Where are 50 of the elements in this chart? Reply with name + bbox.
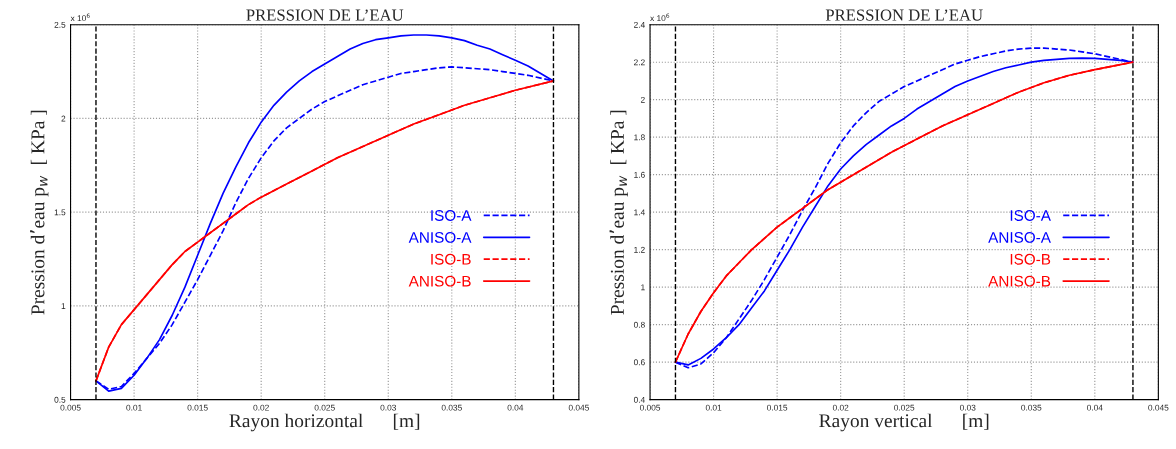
- y-tick-label: 1.2: [634, 246, 645, 253]
- y-axis-title: Pression d’eau p$_{w}$ [ KPa ]: [609, 110, 628, 315]
- x-tick-label: 0.015: [187, 404, 208, 411]
- x-tick-label: 0.04: [1087, 404, 1103, 411]
- x-tick-label: 0.025: [894, 404, 915, 411]
- x-axis-title: Rayon horizontal [m]: [229, 413, 420, 432]
- y-tick-label: 1.6: [634, 171, 645, 178]
- x-tick-label: 0.035: [1021, 404, 1042, 411]
- x-tick-label: 0.03: [959, 404, 976, 411]
- y-tick-label: 2.5: [54, 21, 66, 28]
- x-axis-title: Rayon vertical [m]: [819, 413, 989, 432]
- x-tick-label: 0.035: [441, 404, 462, 411]
- y-tick-label: 2: [61, 115, 66, 122]
- y-tick-label: 0.6: [633, 359, 645, 366]
- legend-label: ANISO-B: [408, 275, 471, 287]
- x-tick-label: 0.04: [507, 404, 524, 411]
- y-tick-label: 1.4: [634, 209, 645, 216]
- legend-label: ANISO-A: [408, 231, 472, 243]
- y-tick-label: 0.8: [633, 321, 645, 328]
- legend-label: ISO-B: [1010, 253, 1051, 265]
- x-tick-label: 0.005: [639, 404, 661, 411]
- chart-title: PRESSION DE L’EAU: [246, 9, 404, 21]
- y-tick-label: 0.5: [54, 396, 66, 403]
- chart-title: PRESSION DE L’EAU: [825, 9, 983, 21]
- y-tick-label: 2.4: [634, 21, 645, 28]
- y-tick-label: 1: [641, 284, 645, 291]
- legend-label: ISO-A: [1010, 210, 1051, 221]
- y-tick-label: 1: [61, 303, 66, 309]
- y-tick-label: 1.8: [634, 134, 645, 141]
- x-tick-label: 0.01: [705, 404, 722, 411]
- x-tick-label: 0.005: [60, 404, 81, 411]
- x-tick-label: 0.025: [314, 404, 335, 411]
- legend-label: ISO-A: [431, 210, 472, 221]
- text: x 10$^{6}$: [70, 13, 90, 22]
- x-tick-label: 0.045: [1148, 404, 1169, 411]
- x-tick-label: 0.01: [126, 404, 142, 411]
- text: x 10$^{6}$: [650, 13, 670, 22]
- y-tick-label: 2.2: [634, 59, 645, 66]
- y-tick-label: 0.4: [633, 396, 645, 403]
- y-axis-title: Pression d’eau p$_{w}$ [ KPa ]: [30, 110, 49, 315]
- y-tick-label: 1.5: [54, 209, 66, 216]
- x-tick-label: 0.02: [832, 404, 849, 411]
- legend-label: ISO-B: [431, 253, 471, 265]
- x-tick-label: 0.045: [568, 404, 589, 411]
- x-tick-label: 0.03: [380, 404, 396, 411]
- y-tick-label: 2: [640, 96, 645, 103]
- legend-label: ANISO-A: [988, 231, 1051, 243]
- legend-label: ANISO-B: [988, 275, 1051, 287]
- x-tick-label: 0.02: [253, 404, 269, 411]
- x-tick-label: 0.015: [767, 404, 788, 411]
